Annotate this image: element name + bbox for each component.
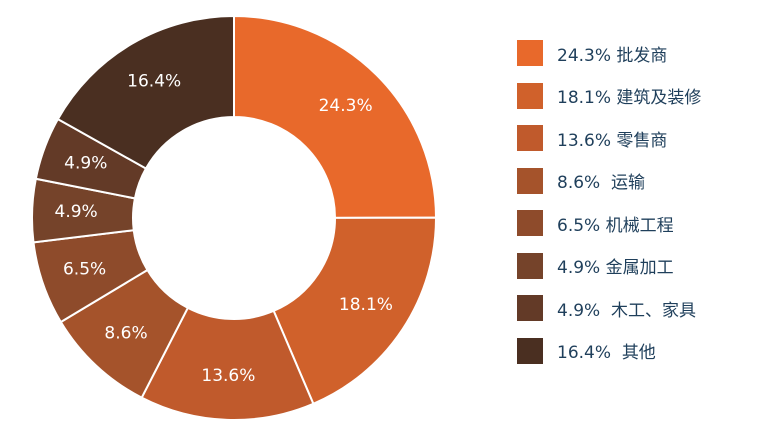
legend-swatch [517, 337, 543, 364]
legend-item-7: 4.9% 木工、家具 [517, 295, 757, 321]
legend-item-1: 24.3% 批发商 [517, 40, 757, 66]
legend-item-8: 16.4% 其他 [517, 337, 757, 364]
chart-legend: 24.3% 批发商 18.1% 建筑及装修 13.6% 零售商 8.6% 运输 6.5%… [517, 40, 757, 380]
slice-value-label-1: 24.3% [319, 96, 373, 116]
slice-value-label-5: 6.5% [63, 259, 106, 279]
legend-label: 18.1% 建筑及装修 [557, 88, 702, 108]
legend-label: 4.9% 金属加工 [557, 258, 674, 278]
slice-value-label-3: 13.6% [201, 366, 255, 386]
legend-label: 4.9% 木工、家具 [557, 300, 696, 321]
legend-swatch [517, 252, 543, 279]
slice-value-label-7: 4.9% [64, 153, 107, 173]
legend-item-4: 8.6% 运输 [517, 167, 757, 194]
legend-swatch [517, 167, 543, 194]
slice-value-label-8: 16.4% [127, 72, 181, 92]
legend-label: 8.6% 运输 [557, 173, 645, 193]
legend-label: 13.6% 零售商 [557, 130, 668, 151]
legend-label: 6.5% 机械工程 [557, 215, 674, 236]
legend-swatch [517, 210, 543, 236]
legend-item-3: 13.6% 零售商 [517, 125, 757, 151]
slice-value-label-4: 8.6% [104, 323, 147, 343]
legend-item-6: 4.9% 金属加工 [517, 252, 757, 279]
legend-swatch [517, 125, 543, 151]
legend-swatch [517, 82, 543, 109]
donut-slice-1 [233, 14, 438, 219]
legend-swatch [517, 295, 543, 321]
donut-slice-8 [56, 14, 235, 170]
legend-item-5: 6.5% 机械工程 [517, 210, 757, 236]
legend-swatch [517, 40, 543, 66]
slice-value-label-6: 4.9% [55, 202, 98, 222]
slice-value-label-2: 18.1% [339, 295, 393, 315]
donut-slice-2 [272, 216, 438, 406]
legend-item-2: 18.1% 建筑及装修 [517, 82, 757, 109]
legend-label: 16.4% 其他 [557, 343, 656, 363]
donut-chart: 24.3% 18.1% 13.6% 8.6% 6.5% 4.9% 4.9% 16.4% [31, 14, 438, 421]
legend-label: 24.3% 批发商 [557, 45, 668, 66]
